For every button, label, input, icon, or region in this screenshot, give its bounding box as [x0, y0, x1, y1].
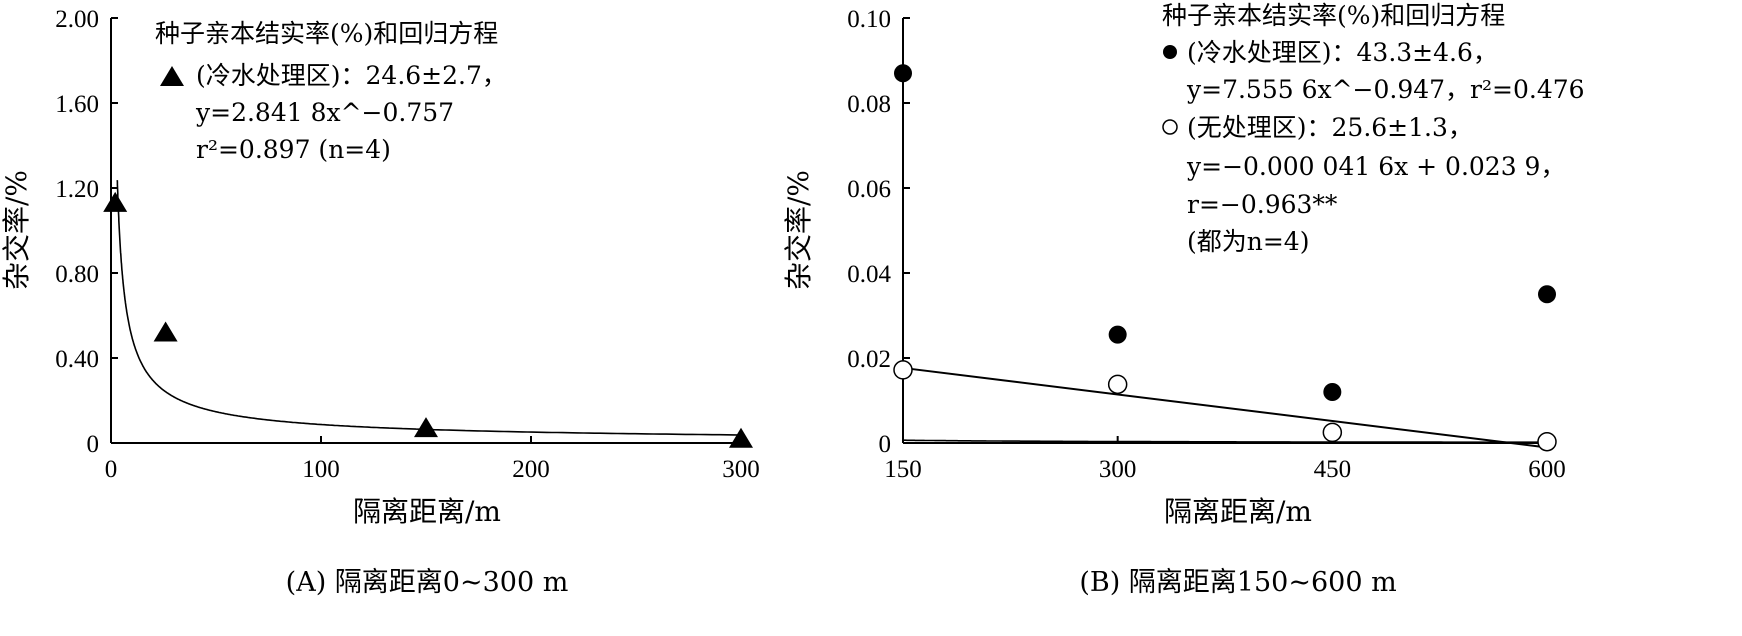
y-tick-label: 0.40	[55, 346, 99, 373]
data-point-filled-circle	[1323, 383, 1342, 401]
y-tick-label: 0	[879, 431, 892, 458]
data-point-open-circle	[1107, 374, 1128, 395]
data-point-filled-circle	[1538, 285, 1556, 304]
panel-b: 0 0.02 0.04 0.06 0.08 0.10 150 300 450 600 杂交率/%…	[782, 1, 1585, 598]
x-tick-label: 200	[512, 456, 550, 483]
panel-b-legend: 种子亲本结实率(%)和回归方程 (冷水处理区)：43.3±4.6， y=7.55…	[1162, 1, 1585, 256]
panel-a: 0 0.40 0.80 1.20 1.60 2.00 0 100 200 300 杂交率/% 隔…	[0, 6, 760, 598]
y-tick-label: 1.20	[55, 176, 99, 203]
open-circle-marker-icon	[1162, 119, 1178, 135]
data-point-triangle	[153, 321, 178, 342]
panel-a-y-axis-label: 杂交率/%	[0, 170, 33, 290]
panel-b-y-ticks: 0 0.02 0.04 0.06 0.08 0.10	[847, 6, 910, 458]
panel-b-y-axis-label: 杂交率/%	[782, 170, 815, 290]
panel-a-caption: (A) 隔离距离0~300 m	[286, 567, 569, 598]
y-tick-label: 2.00	[55, 6, 99, 33]
panel-a-x-ticks: 0 100 200 300	[105, 436, 760, 483]
panel-b-caption: (B) 隔离距离150~600 m	[1079, 567, 1396, 598]
panel-a-power-fit-curve	[116, 180, 742, 436]
panel-b-legend-line1: (冷水处理区)：43.3±4.6，	[1187, 38, 1498, 67]
panel-b-x-axis-label: 隔离距离/m	[1164, 495, 1312, 528]
panel-a-points	[103, 191, 753, 448]
panel-a-legend-title: 种子亲本结实率(%)和回归方程	[155, 19, 498, 48]
panel-b-points	[893, 64, 1557, 452]
data-point-triangle	[414, 417, 438, 438]
x-tick-label: 300	[722, 456, 760, 483]
x-tick-label: 0	[105, 456, 118, 483]
panel-b-legend-line2: y=7.555 6x^−0.947，r²=0.476	[1186, 75, 1585, 104]
panel-b-legend-line4: y=−0.000 041 6x + 0.023 9，	[1186, 152, 1565, 181]
panel-b-legend-title: 种子亲本结实率(%)和回归方程	[1162, 1, 1505, 30]
panel-a-y-ticks: 0 0.40 0.80 1.20 1.60 2.00	[55, 6, 118, 458]
panel-a-legend-line3: r²=0.897 (n=4)	[196, 135, 391, 164]
panel-a-legend: 种子亲本结实率(%)和回归方程 (冷水处理区)：24.6±2.7， y=2.84…	[155, 19, 507, 164]
data-point-triangle	[729, 427, 753, 448]
x-tick-label: 100	[302, 456, 340, 483]
data-point-open-circle	[893, 360, 913, 380]
y-tick-label: 0.04	[847, 261, 891, 288]
data-point-filled-circle	[894, 64, 912, 83]
panel-b-legend-line6: (都为n=4)	[1187, 227, 1309, 256]
panel-a-x-axis-label: 隔离距离/m	[353, 495, 501, 528]
panel-b-legend-line5: r=−0.963**	[1187, 190, 1338, 219]
y-tick-label: 0.08	[847, 91, 891, 118]
panel-b-legend-line3: (无处理区)：25.6±1.3，	[1187, 113, 1473, 142]
data-point-filled-circle	[1108, 325, 1127, 344]
y-tick-label: 0	[87, 431, 100, 458]
data-point-open-circle	[1537, 431, 1557, 452]
data-point-triangle	[103, 191, 128, 212]
y-tick-label: 0.10	[847, 6, 891, 33]
panel-b-linear-fit-line	[902, 366, 1548, 449]
data-point-open-circle	[1322, 422, 1343, 443]
panel-b-power-fit-curve	[903, 439, 1547, 443]
x-tick-label: 150	[884, 456, 922, 483]
panel-a-legend-line1: (冷水处理区)：24.6±2.7，	[196, 61, 507, 90]
y-tick-label: 0.02	[847, 346, 891, 373]
x-tick-label: 600	[1528, 456, 1566, 483]
x-tick-label: 450	[1314, 456, 1352, 483]
filled-circle-marker-icon	[1163, 45, 1177, 59]
panel-a-legend-line2: y=2.841 8x^−0.757	[195, 98, 454, 127]
triangle-marker-icon	[160, 66, 184, 86]
y-tick-label: 1.60	[55, 91, 99, 118]
x-tick-label: 300	[1099, 456, 1137, 483]
y-tick-label: 0.06	[847, 176, 891, 203]
y-tick-label: 0.80	[55, 261, 99, 288]
